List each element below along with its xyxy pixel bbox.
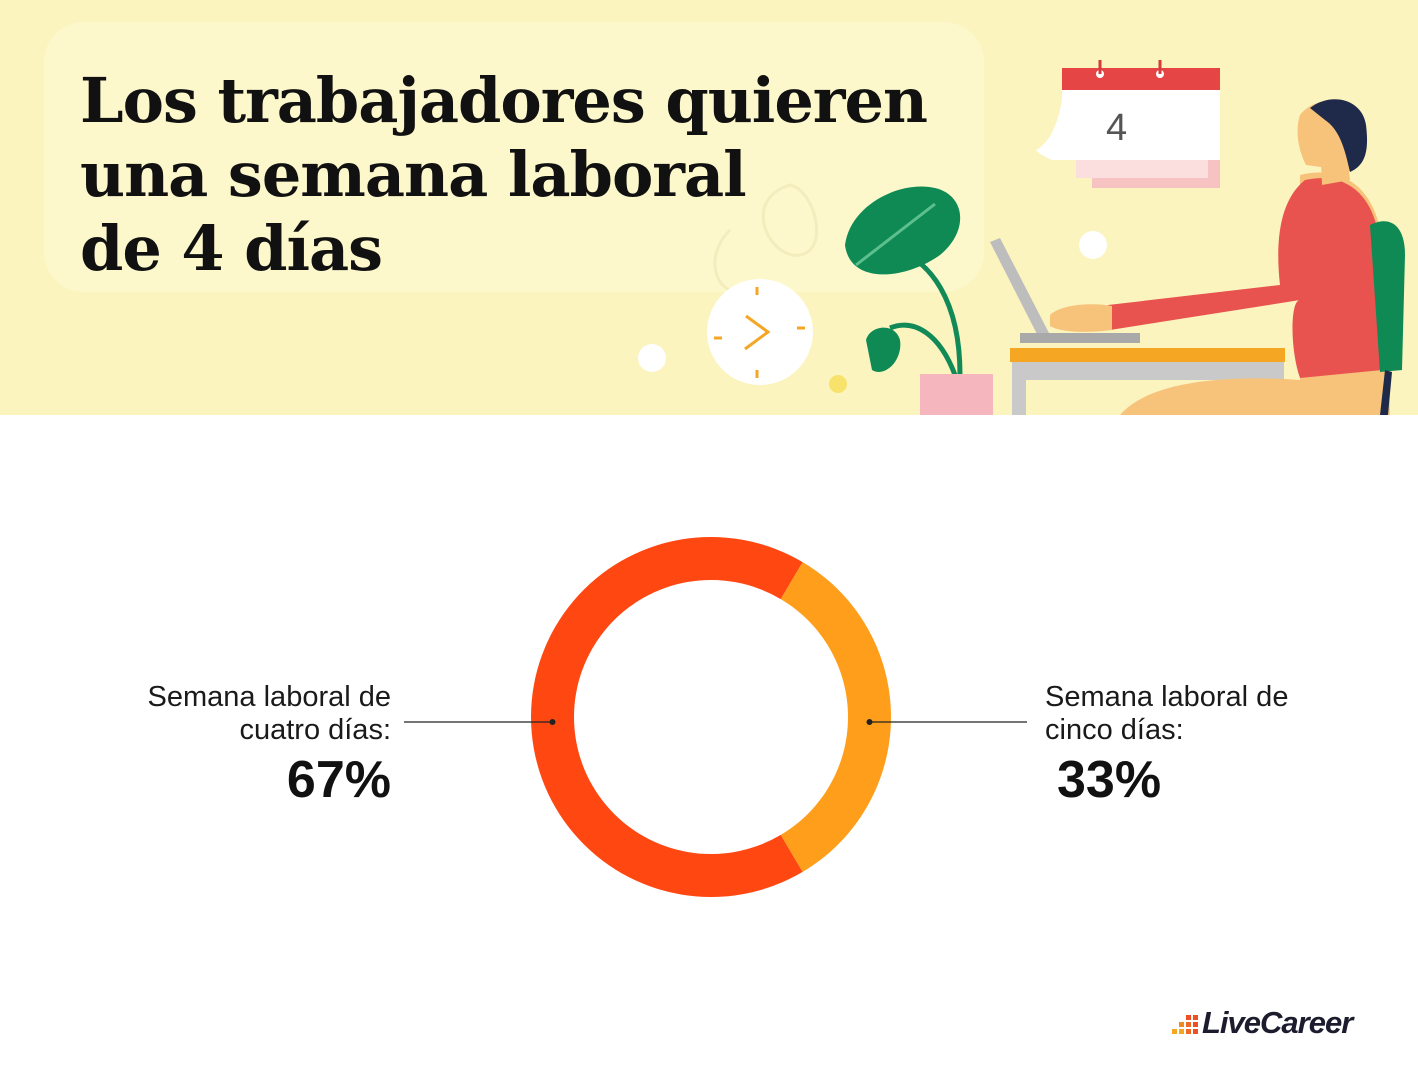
slice-label-five-day: Semana laboral de cinco días:	[1045, 681, 1288, 747]
slice-label-four-day: Semana laboral de cuatro días:	[148, 681, 391, 747]
slice-label-five-day-line-2: cinco días:	[1045, 714, 1184, 746]
header-banner: Los trabajadores quieren una semana labo…	[0, 0, 1418, 415]
calendar-icon: 4	[1036, 60, 1220, 188]
slice-value-four-day: 67%	[286, 751, 391, 809]
plant-icon	[845, 186, 993, 415]
slice-label-five-day-line-1: Semana laboral de	[1045, 681, 1289, 713]
decor-loop-icon	[761, 183, 819, 257]
donut-slice-four-day	[531, 537, 803, 898]
title-line-1: Los trabajadores quieren	[80, 64, 928, 137]
clock-icon	[707, 279, 813, 385]
slice-value-five-day: 33%	[1057, 751, 1162, 809]
donut-slice-five-day	[780, 562, 892, 872]
donut-slices	[531, 537, 892, 898]
worker-illustration: 4	[638, 60, 1405, 415]
slice-label-four-day-line-2: cuatro días:	[239, 714, 391, 746]
decor-dot-icon	[638, 344, 666, 372]
logo-bars-icon	[1172, 1015, 1198, 1034]
page-title: Los trabajadores quieren una semana labo…	[80, 64, 928, 286]
person-icon	[1050, 99, 1405, 415]
calendar-number: 4	[1106, 107, 1127, 149]
leader-lines	[404, 719, 1027, 725]
leader-dot-four-day	[549, 719, 556, 725]
decor-dot-icon	[1079, 231, 1107, 259]
logo-text: LiveCareer	[1202, 1005, 1353, 1040]
title-line-2: una semana laboral	[80, 138, 747, 211]
laptop-icon	[990, 238, 1285, 415]
title-panel	[44, 22, 984, 292]
leader-dot-five-day	[866, 719, 873, 725]
livecareer-logo: LiveCareer	[1170, 1004, 1385, 1044]
decor-dot-icon	[829, 375, 847, 393]
slice-label-four-day-line-1: Semana laboral de	[147, 681, 391, 713]
title-line-3: de 4 días	[80, 212, 383, 285]
